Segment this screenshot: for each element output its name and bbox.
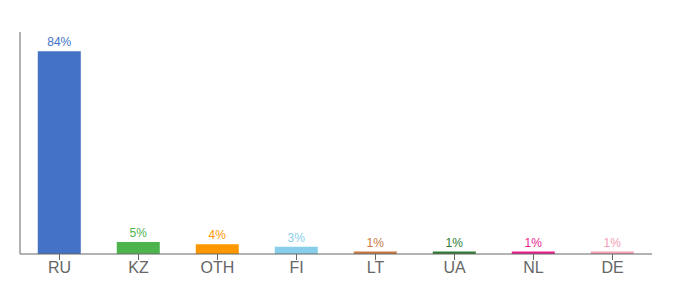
- svg-text:NL: NL: [523, 259, 544, 276]
- svg-text:RU: RU: [48, 259, 71, 276]
- svg-text:LT: LT: [367, 259, 385, 276]
- svg-text:UA: UA: [443, 259, 466, 276]
- svg-text:1%: 1%: [604, 236, 622, 250]
- svg-text:84%: 84%: [47, 35, 71, 49]
- svg-text:4%: 4%: [209, 228, 227, 242]
- svg-text:FI: FI: [289, 259, 303, 276]
- svg-text:1%: 1%: [367, 236, 385, 250]
- svg-text:1%: 1%: [446, 236, 464, 250]
- svg-text:OTH: OTH: [201, 259, 235, 276]
- svg-text:KZ: KZ: [128, 259, 149, 276]
- svg-text:1%: 1%: [525, 236, 543, 250]
- svg-text:5%: 5%: [130, 226, 148, 240]
- svg-text:3%: 3%: [288, 231, 306, 245]
- svg-text:DE: DE: [601, 259, 623, 276]
